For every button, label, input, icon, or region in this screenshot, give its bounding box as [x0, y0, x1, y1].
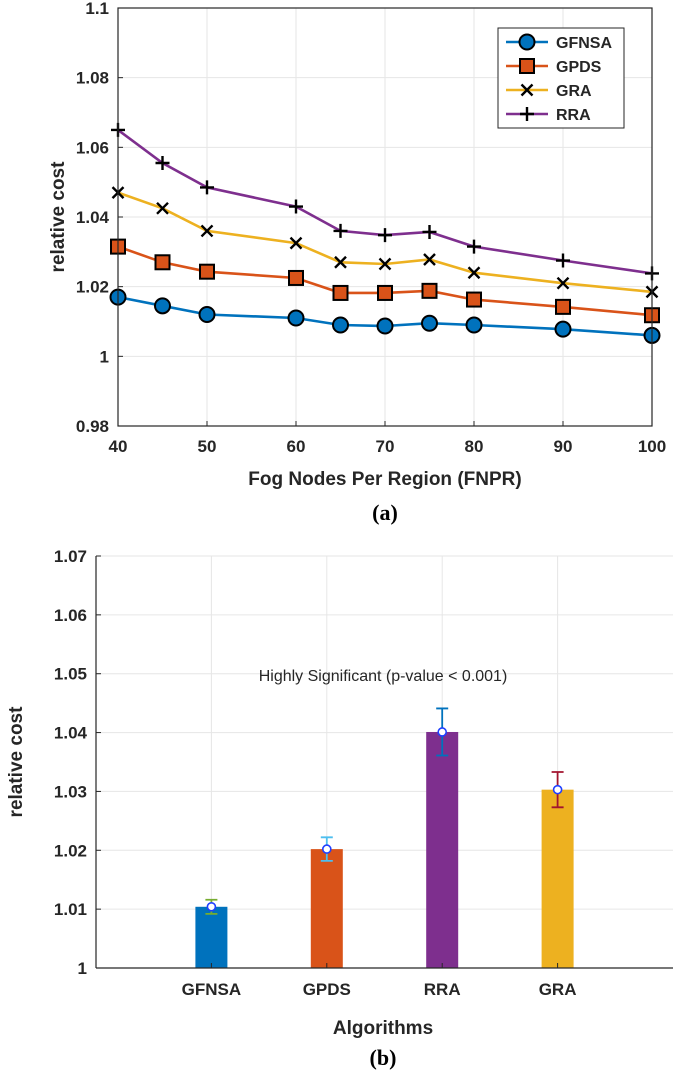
data-point-gfnsa: [465, 316, 483, 334]
data-point-gfnsa: [198, 306, 216, 324]
panel-b-plot-area: [96, 556, 673, 968]
panel-a-y-tick-label: 1.08: [76, 69, 109, 88]
panel-a-x-tick-label: 90: [554, 437, 573, 456]
panel-b-y-tick-label: 1.05: [54, 665, 87, 684]
panel-b-y-tick-label: 1.04: [54, 724, 88, 743]
data-point-gfnsa: [287, 309, 305, 327]
data-point-rra: [422, 224, 437, 239]
bar-gpds: [310, 849, 343, 968]
panel-a-y-axis-label: relative cost: [48, 161, 69, 273]
panel-a-y-tick-label: 1.06: [76, 138, 109, 157]
panel-b-x-tick-label: GRA: [539, 980, 577, 999]
bar-gra: [541, 789, 574, 968]
panel-b-y-tick-label: 1.02: [54, 841, 87, 860]
panel-b-bar-chart: 1 1.01 1.02 1.03 1.04 1.05 1.06 1.07 GFNSA GPDS RR…: [6, 547, 673, 1070]
data-point-gra: [423, 253, 436, 266]
data-point-gpds: [288, 269, 304, 286]
data-point-gfnsa: [554, 320, 572, 338]
mean-point-gpds: [321, 844, 332, 854]
significance-annotation: Highly Significant (p-value < 0.001): [259, 668, 508, 685]
panel-b-bars: [195, 707, 574, 968]
data-point-gfnsa: [376, 317, 394, 335]
panel-b-y-tick-label: 1.03: [54, 782, 87, 801]
data-point-rra: [378, 228, 392, 243]
legend-label-gfnsa: GFNSA: [556, 35, 612, 52]
data-point-rra: [556, 253, 570, 268]
panel-b-y-axis-label: relative cost: [6, 706, 27, 818]
data-point-gra: [200, 224, 214, 238]
mean-point-rra: [437, 727, 448, 737]
panel-a-x-tick-label: 50: [198, 437, 217, 456]
panel-b-x-tick-label: RRA: [424, 980, 461, 999]
panel-a-legend: GFNSA GPDS GRA RRA: [497, 27, 625, 129]
data-point-gpds: [466, 291, 482, 308]
panel-a-x-tick-label: 40: [109, 437, 128, 456]
data-point-rra: [467, 239, 481, 254]
panel-a-x-tick-label: 80: [465, 437, 484, 456]
series-line-rra: [117, 128, 653, 275]
panel-b-y-tick-label: 1.01: [54, 900, 87, 919]
legend-label-gra: GRA: [556, 83, 592, 100]
panel-a-caption: (a): [372, 500, 398, 525]
data-point-rra: [155, 156, 170, 171]
panel-a-x-tick-label: 60: [287, 437, 306, 456]
bar-gfnsa: [195, 906, 228, 968]
data-point-gfnsa: [421, 314, 438, 332]
panel-b-y-tick-label: 1: [78, 959, 87, 978]
panel-b-caption: (b): [370, 1045, 397, 1070]
panel-b-y-tick-label: 1.06: [54, 606, 87, 625]
data-point-gra: [156, 201, 169, 215]
panel-b-y-tick-label: 1.07: [54, 547, 87, 566]
legend-marker-gfnsa: [518, 33, 536, 51]
panel-a-y-tick-label: 0.98: [76, 417, 109, 436]
panel-a-x-tick-label: 100: [638, 437, 666, 456]
mean-point-gra: [552, 784, 563, 795]
legend-label-gpds: GPDS: [556, 59, 602, 76]
panel-a-y-tick-label: 1: [100, 347, 109, 366]
series-line-gra: [117, 191, 653, 294]
data-point-gra: [556, 276, 570, 290]
data-point-gfnsa: [154, 297, 171, 315]
data-point-gpds: [421, 282, 438, 299]
data-point-gpds: [332, 284, 349, 301]
data-point-gpds: [199, 263, 215, 280]
series-line-gfnsa: [117, 295, 653, 337]
data-point-gra: [378, 257, 392, 271]
legend-marker-gpds: [519, 58, 535, 74]
data-point-gfnsa: [332, 316, 349, 334]
panel-a-y-tick-label: 1.1: [85, 0, 109, 18]
data-point-gpds: [377, 284, 393, 301]
data-point-gra: [334, 255, 347, 269]
panel-b-ticks: 1 1.01 1.02 1.03 1.04 1.05 1.06 1.07 GFNSA GPDS RR…: [54, 547, 577, 999]
data-point-rra: [289, 199, 303, 214]
data-point-gra: [467, 266, 481, 280]
bar-rra: [426, 731, 459, 968]
data-point-gpds: [154, 254, 171, 271]
data-point-gpds: [555, 298, 571, 315]
legend-label-rra: RRA: [556, 107, 591, 124]
legend-marker-gra: [520, 83, 534, 97]
panel-a-y-tick-label: 1.04: [76, 208, 110, 227]
panel-a-x-axis-label: Fog Nodes Per Region (FNPR): [248, 469, 521, 490]
panel-b-x-axis-label: Algorithms: [333, 1018, 433, 1039]
panel-a-y-tick-label: 1.02: [76, 278, 109, 297]
panel-a-x-tick-label: 70: [376, 437, 395, 456]
panel-b-x-tick-label: GPDS: [303, 980, 351, 999]
panel-a-ticks: 0.98 1 1.02 1.04 1.06 1.08 1.1 40 50 60 70 80 90 100: [76, 0, 666, 456]
panel-b-axes: [95, 556, 673, 969]
data-point-rra: [200, 180, 214, 195]
series-line-gpds: [117, 245, 653, 317]
panel-b-x-tick-label: GFNSA: [182, 980, 242, 999]
data-point-gra: [289, 236, 303, 250]
data-point-rra: [333, 223, 348, 238]
legend-marker-rra: [520, 107, 534, 121]
mean-point-gfnsa: [206, 901, 217, 912]
